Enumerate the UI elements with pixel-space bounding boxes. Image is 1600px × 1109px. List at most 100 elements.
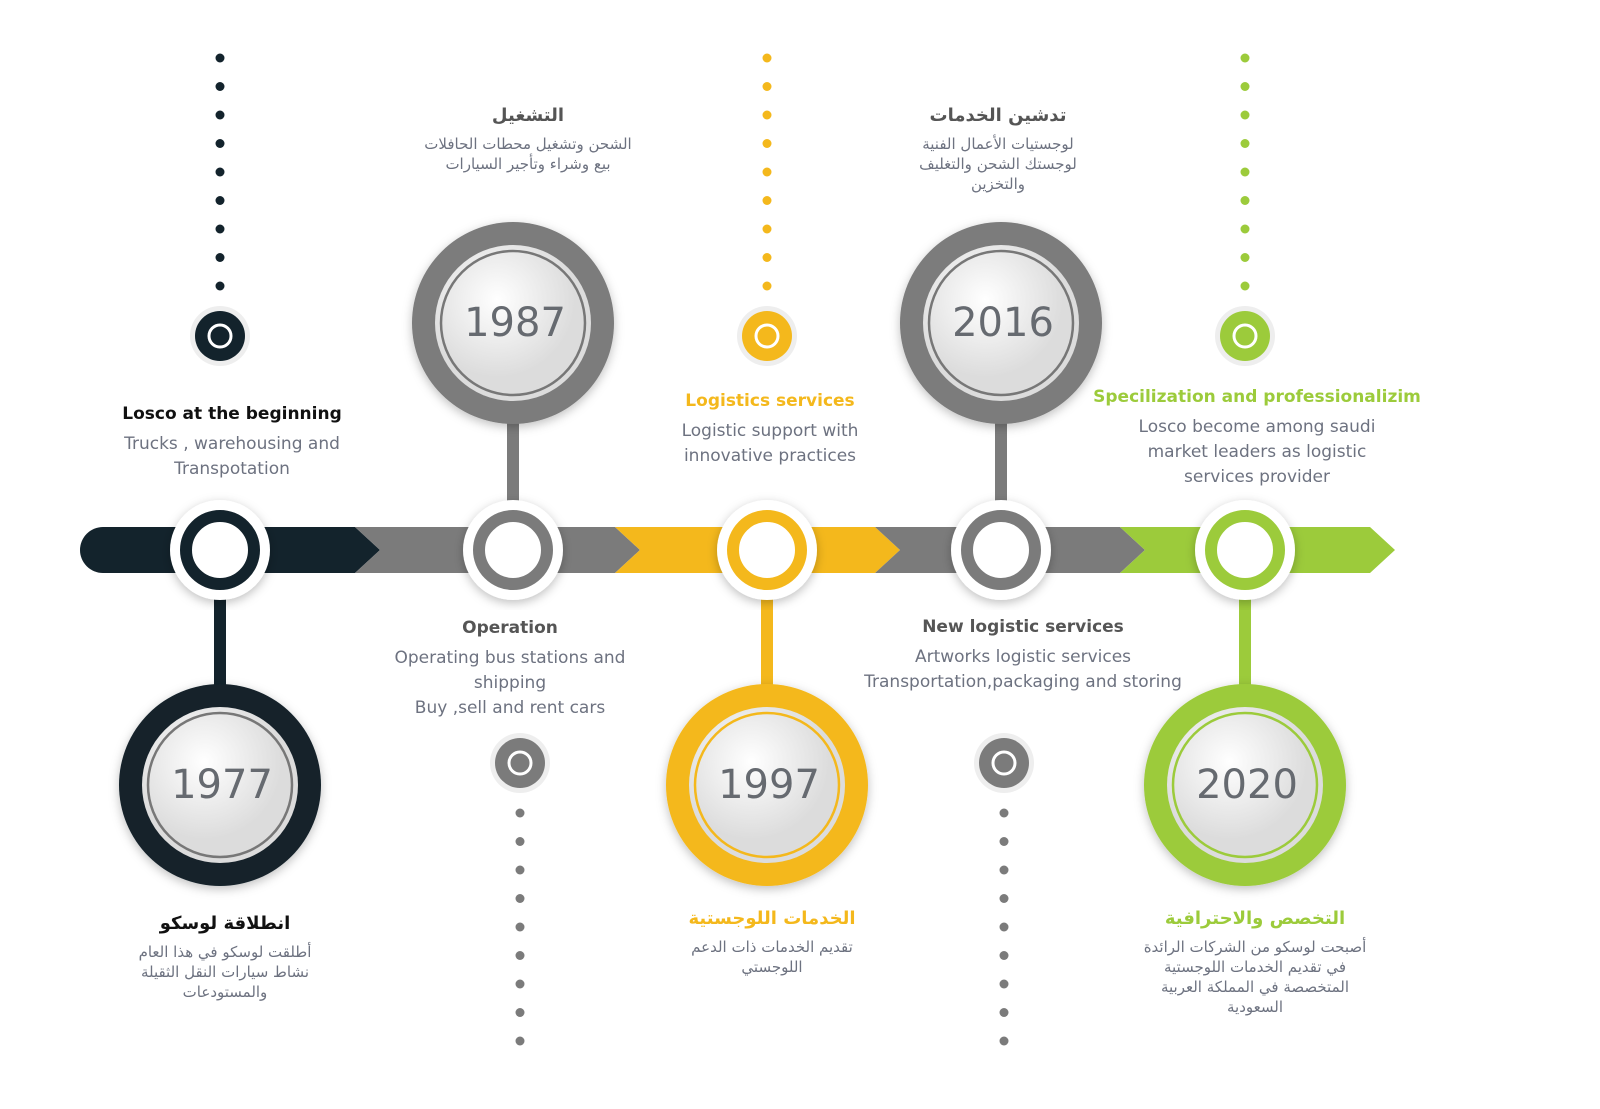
milestone-description-line: في تقديم الخدمات اللوجستية (1163, 958, 1346, 976)
milestone-description-line: لوجستيات الأعمال الفنية (922, 135, 1074, 153)
ar-milestone-text: التخصص والاحترافية أصبحت لوسكو من الشركات… (1144, 908, 1367, 1017)
milestone-description-line: Trucks , warehousing and (124, 434, 340, 454)
marker-circle (495, 738, 545, 788)
year-circle-inner (1167, 707, 1323, 863)
year-circle-ring (693, 711, 841, 859)
dotted-line-dot (999, 837, 1009, 846)
ar-milestone-text: انطلاقة لوسكو أطلقت لوسكو في هذا العام نشا… (139, 913, 312, 1002)
dotted-line-dot (1240, 281, 1250, 291)
dotted-line-dot (215, 167, 225, 177)
milestone-title: التخصص والاحترافية (1164, 908, 1346, 929)
en-milestone-text: Logistics services Logistic support with i… (682, 391, 859, 469)
milestone-title: تدشين الخدمات (929, 105, 1067, 126)
dotted-line-dot (515, 922, 525, 932)
milestone-description-line: innovative practices (683, 446, 857, 466)
year-circle-ring (439, 249, 587, 397)
marker-circle (1220, 311, 1270, 361)
milestone-description-line: اللوجستي (741, 958, 803, 976)
dotted-line-dot (1240, 253, 1250, 262)
dotted-line-dot (762, 281, 772, 291)
milestone-description-line: Artworks logistic services (914, 647, 1132, 667)
timeline-node-ring (961, 510, 1041, 590)
milestone-title: الخدمات اللوجستية (688, 908, 856, 929)
ar-milestone-text: الخدمات اللوجستية تقديم الخدمات ذات الدعم… (688, 908, 855, 977)
milestone-description-line: تقديم الخدمات ذات الدعم (691, 938, 853, 956)
dotted-line-dot (762, 224, 772, 234)
dotted-line-dot (999, 808, 1009, 818)
timeline-node-ring (180, 510, 260, 590)
dotted-line-dot (1240, 110, 1250, 120)
milestone-title: Logistics services (685, 391, 855, 411)
timeline-node-ring (727, 510, 807, 590)
year-circle-inner (923, 245, 1079, 401)
dotted-line-dot (215, 53, 225, 63)
marker-circle (195, 311, 245, 361)
milestone-description-line: والتخزين (970, 175, 1026, 193)
dotted-line-dot (515, 894, 525, 903)
milestone-title: Specilization and professionalizim (1093, 387, 1421, 407)
milestone-description-line: Losco become among saudi (1138, 417, 1376, 437)
milestone-description-line: السعودية (1226, 998, 1284, 1016)
en-milestone-text: Operation Operating bus stations and shipp… (395, 618, 626, 721)
milestone-description-line: والمستودعات (182, 983, 268, 1001)
dotted-line-dot (1240, 53, 1250, 63)
dotted-line-dot (515, 1008, 525, 1017)
milestone-description-line: Transpotation (174, 459, 290, 479)
milestone-description-line: المتخصصة في المملكة العربية (1160, 978, 1350, 996)
dotted-line-dot (515, 808, 525, 818)
milestone-description-line: أصبحت لوسكو من الشركات الرائدة (1143, 938, 1367, 956)
dotted-line-dot (515, 1036, 525, 1046)
milestone-description-line: Operating bus stations and (394, 648, 626, 668)
milestone-description-line: market leaders as logistic (1147, 442, 1367, 462)
milestone-description-line: الشحن وتشغيل محطات الحافلات (424, 135, 632, 153)
dotted-line-dot (215, 110, 225, 120)
year-label: 1977 (171, 762, 273, 808)
marker-ring-icon (1232, 323, 1258, 349)
milestone-description-line: بيع وشراء وتأجير السيارات (445, 155, 611, 173)
dotted-line-dot (762, 253, 772, 262)
milestone-description-line: Logistic support with (681, 421, 859, 441)
year-label: 2020 (1196, 762, 1298, 808)
dotted-line-dot (1240, 224, 1250, 234)
dotted-line-dot (1240, 139, 1250, 148)
year-label: 1997 (718, 762, 820, 808)
ar-milestone-text: تدشين الخدمات لوجستيات الأعمال الفنية لوجس… (919, 105, 1077, 194)
year-circle-ring (1171, 711, 1319, 859)
dotted-line-dot (762, 110, 772, 120)
marker-ring-icon (207, 323, 233, 349)
milestone-description-line: Buy ,sell and rent cars (414, 698, 606, 718)
year-circle-inner (689, 707, 845, 863)
marker-ring-icon (754, 323, 780, 349)
en-milestone-text: Losco at the beginning Trucks , warehousi… (122, 404, 342, 482)
timeline-node-ring (1205, 510, 1285, 590)
dotted-line-dot (762, 167, 772, 177)
marker-ring-icon (507, 750, 533, 776)
dotted-line-dot (999, 865, 1009, 875)
milestone-title: Losco at the beginning (122, 404, 342, 424)
dotted-line-dot (1240, 167, 1250, 177)
milestone-title: Operation (462, 618, 558, 638)
dotted-line-dot (999, 979, 1009, 989)
dotted-line-dot (215, 82, 225, 91)
year-label: 1987 (464, 300, 566, 346)
milestone-description-line: shipping (473, 673, 547, 693)
milestone-title: New logistic services (922, 617, 1124, 637)
milestone-description-line: أطلقت لوسكو في هذا العام (138, 943, 312, 961)
en-milestone-text: Specilization and professionalizim Losco … (1093, 387, 1421, 490)
dotted-line-dot (1240, 82, 1250, 91)
ar-milestone-text: التشغيل الشحن وتشغيل محطات الحافلات بيع وش… (424, 105, 631, 174)
timeline-node-ring (473, 510, 553, 590)
dotted-line-dot (1240, 196, 1250, 205)
dotted-line-dot (215, 224, 225, 234)
milestone-description-line: لوجستك الشحن والتغليف (919, 155, 1077, 173)
milestone-description-line: Transportation,packaging and storing (864, 672, 1182, 692)
dotted-line-dot (515, 979, 525, 989)
year-circle-ring (927, 249, 1075, 397)
dotted-line-dot (762, 53, 772, 63)
dotted-line-dot (215, 253, 225, 262)
dotted-line-dot (762, 139, 772, 148)
marker-circle (742, 311, 792, 361)
dotted-line-dot (215, 196, 225, 205)
dotted-line-dot (999, 894, 1009, 903)
dotted-line-dot (215, 139, 225, 148)
